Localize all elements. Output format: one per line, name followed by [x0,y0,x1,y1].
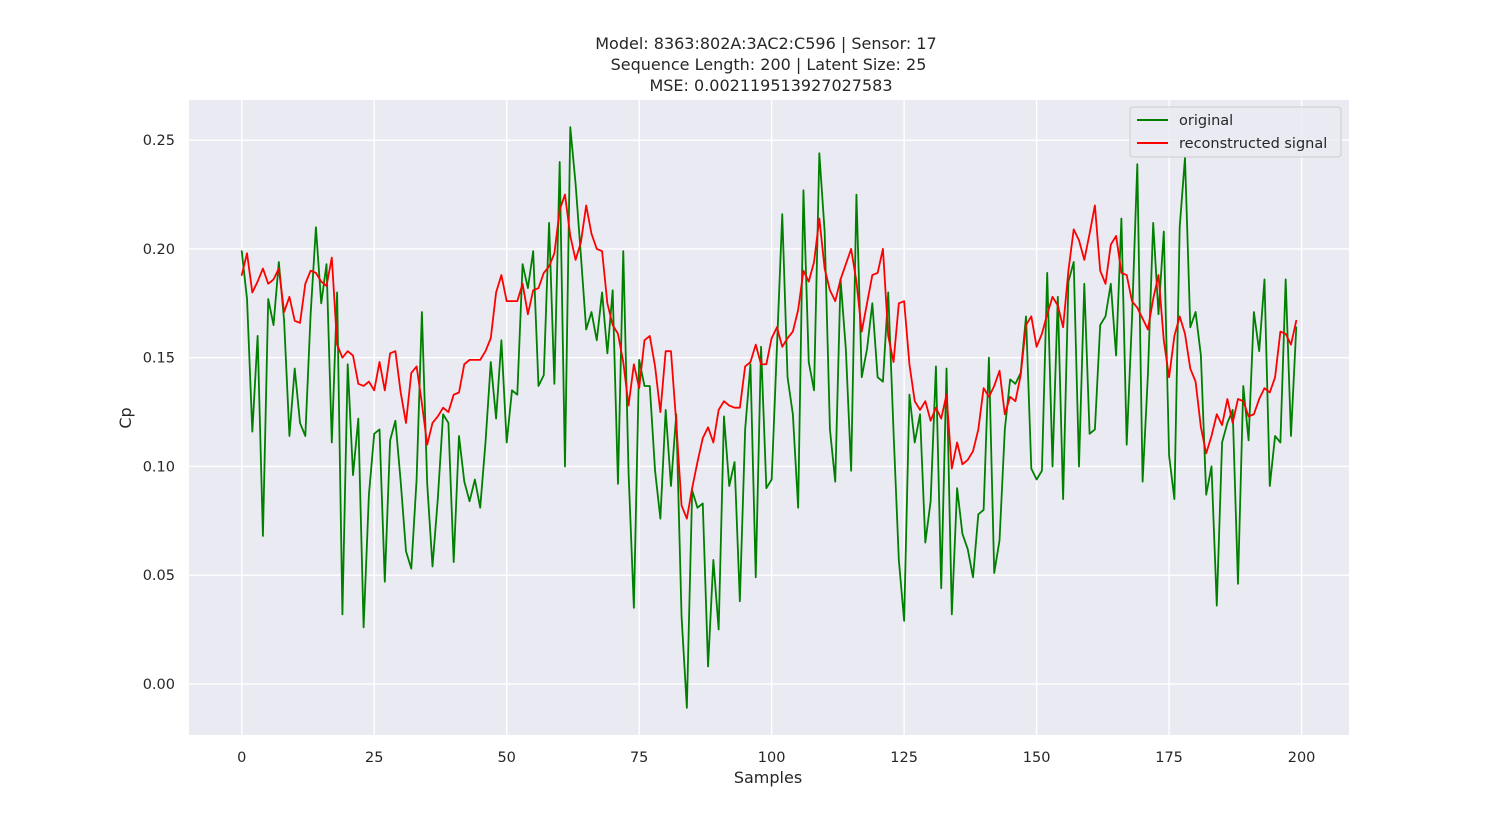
legend-label-reconstructed-signal: reconstructed signal [1179,136,1327,152]
title-line-3: MSE: 0.002119513927027583 [649,76,892,95]
y-axis-label: Cp [116,407,135,428]
x-tick-label: 200 [1288,750,1316,766]
x-tick-label: 25 [365,750,383,766]
y-tick-label: 0.15 [143,351,175,367]
y-tick-label: 0.20 [143,242,175,258]
x-axis-label: Samples [734,768,802,787]
legend-label-original: original [1179,113,1233,129]
x-tick-label: 100 [758,750,786,766]
x-tick-label: 50 [497,750,515,766]
x-tick-label: 75 [630,750,648,766]
title-line-1: Model: 8363:802A:3AC2:C596 | Sensor: 17 [595,34,936,53]
grid-lines [189,100,1349,735]
y-tick-label: 0.00 [143,677,175,693]
x-tick-label: 150 [1023,750,1051,766]
legend: original reconstructed signal [1129,106,1342,158]
series-layer [240,126,1298,709]
chart-title: Model: 8363:802A:3AC2:C596 | Sensor: 17 … [595,34,936,95]
x-tick-label: 175 [1155,750,1183,766]
x-tick-label: 0 [237,750,246,766]
y-tick-label: 0.05 [143,568,175,584]
x-axis-ticks: 0 25 50 75 100 125 150 175 200 [237,750,1315,766]
series-line-original [240,126,1298,709]
y-tick-label: 0.10 [143,459,175,475]
series-line-reconstructed-signal [240,193,1298,520]
y-axis-ticks: 0.00 0.05 0.10 0.15 0.20 0.25 [143,133,175,693]
y-tick-label: 0.25 [143,133,175,149]
plot-area [189,100,1349,735]
x-tick-label: 125 [890,750,918,766]
title-line-2: Sequence Length: 200 | Latent Size: 25 [611,55,927,74]
legend-frame [1129,106,1342,158]
